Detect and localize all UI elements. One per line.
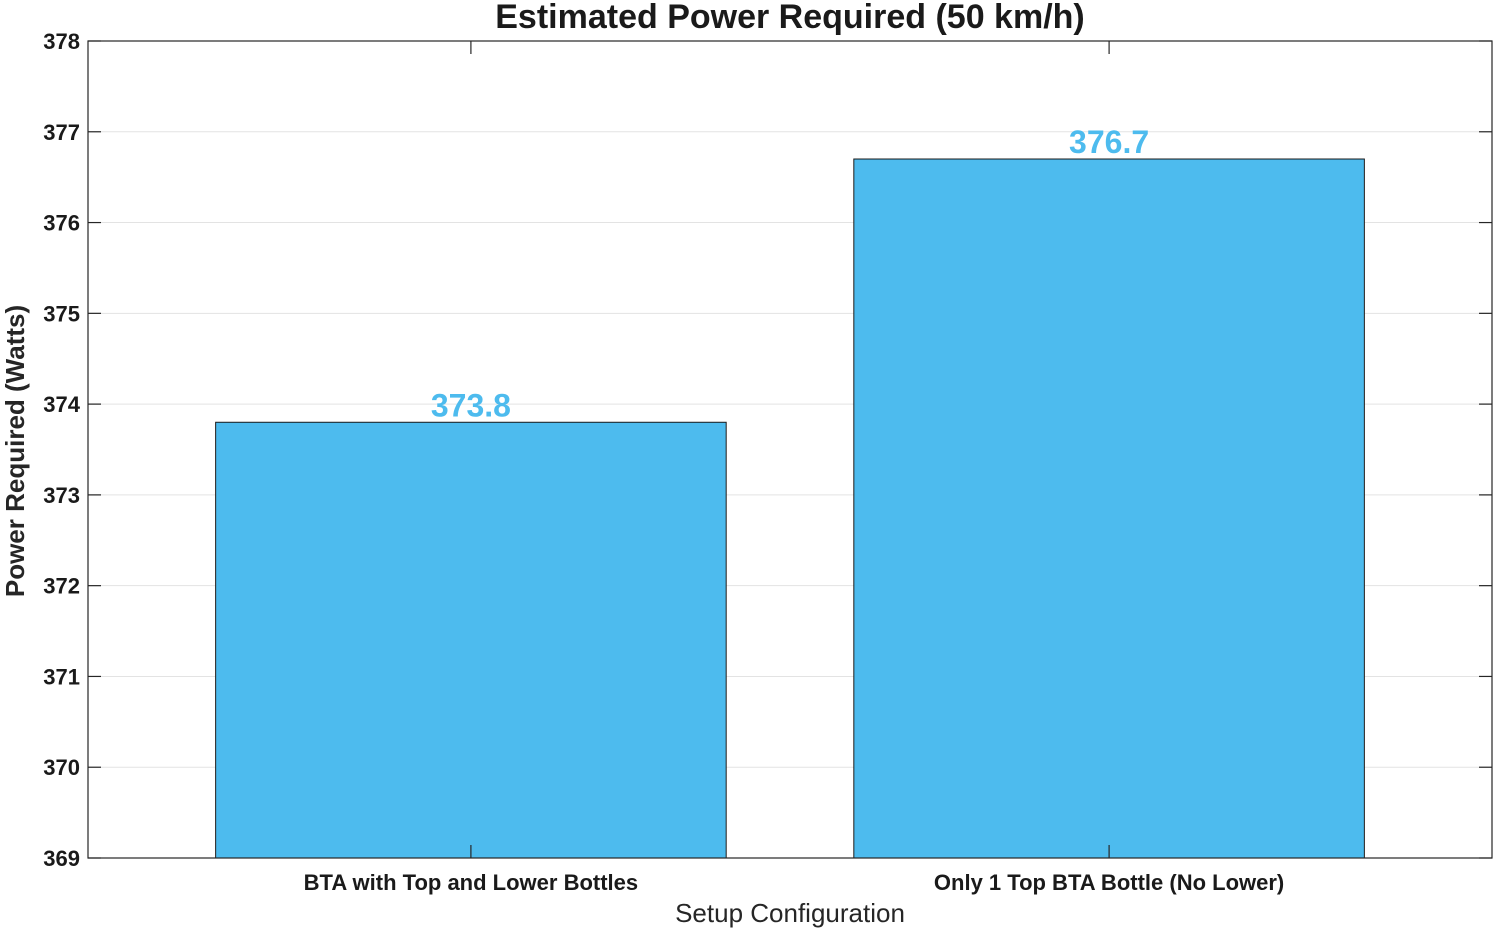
y-tick-label: 370 xyxy=(43,755,80,780)
y-tick-label: 369 xyxy=(43,846,80,871)
y-tick-label: 376 xyxy=(43,211,80,236)
bar xyxy=(853,158,1365,859)
y-tick-label: 371 xyxy=(43,664,80,689)
y-tick-label: 375 xyxy=(43,301,80,326)
x-axis-label: Setup Configuration xyxy=(675,898,905,928)
y-tick-label: 372 xyxy=(43,574,80,599)
ticks: 369 370 371 372 373 374 375 376 377 378 BTA with T… xyxy=(43,29,1492,895)
bar xyxy=(215,421,727,859)
y-tick-label: 374 xyxy=(43,392,80,417)
x-tick-label: Only 1 Top BTA Bottle (No Lower) xyxy=(934,870,1284,895)
y-tick-label: 378 xyxy=(43,29,80,54)
plot-frame xyxy=(87,40,1493,859)
bar-value-label: 373.8 xyxy=(431,387,511,423)
y-axis-label: Power Required (Watts) xyxy=(0,305,30,597)
data-labels: 373.8 376.7 xyxy=(431,124,1149,423)
chart-title: Estimated Power Required (50 km/h) xyxy=(495,0,1085,36)
x-tick-label: BTA with Top and Lower Bottles xyxy=(304,870,638,895)
y-tick-label: 377 xyxy=(43,120,80,145)
y-tick-label: 373 xyxy=(43,483,80,508)
bars xyxy=(215,158,1365,859)
bar-value-label: 376.7 xyxy=(1069,124,1149,160)
